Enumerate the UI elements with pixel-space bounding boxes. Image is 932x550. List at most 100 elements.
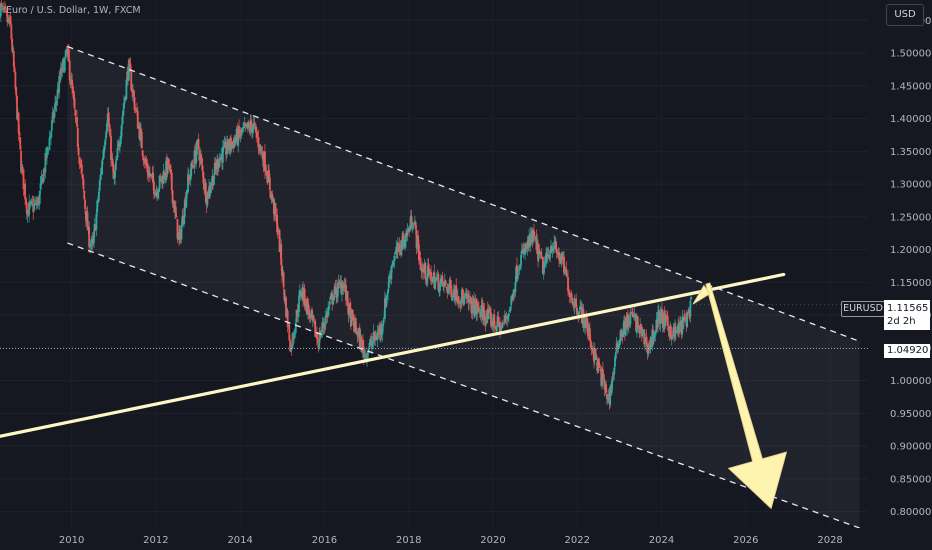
candle-body bbox=[247, 124, 250, 126]
channel-upper-line[interactable] bbox=[67, 45, 860, 342]
candle-body bbox=[667, 326, 670, 330]
candle-body bbox=[276, 214, 279, 233]
candle-body bbox=[439, 282, 441, 292]
marked-level-tag: 1.04920 bbox=[884, 344, 930, 358]
candle-body bbox=[10, 24, 13, 40]
candle-body bbox=[390, 266, 393, 280]
candle-body bbox=[74, 109, 77, 116]
candle-body bbox=[17, 112, 20, 134]
candle-body bbox=[504, 315, 507, 318]
candle-body bbox=[671, 335, 674, 340]
candle-body bbox=[349, 304, 351, 310]
candle-body bbox=[163, 172, 166, 178]
candle-body bbox=[200, 158, 203, 164]
candle-body bbox=[689, 300, 692, 317]
candle-body bbox=[119, 143, 121, 147]
candle-body bbox=[5, 10, 8, 14]
candle-body bbox=[63, 57, 66, 72]
candle-body bbox=[174, 206, 177, 216]
candle-body bbox=[213, 176, 215, 185]
candle-body bbox=[96, 200, 99, 213]
candle-body bbox=[127, 59, 130, 81]
candle-body bbox=[455, 285, 458, 298]
candle-body bbox=[171, 190, 174, 204]
candle-body bbox=[298, 295, 300, 313]
candle-body bbox=[533, 230, 535, 237]
candle-body bbox=[418, 244, 420, 261]
chart-title: Euro / U.S. Dollar, 1W, FXCM bbox=[6, 5, 141, 16]
candle-body bbox=[12, 51, 15, 67]
x-tick-label: 2010 bbox=[59, 535, 84, 546]
candle-body bbox=[223, 142, 226, 148]
candle-body bbox=[333, 285, 336, 295]
candle-body bbox=[9, 16, 12, 24]
candle-body bbox=[200, 155, 202, 159]
candle-body bbox=[217, 159, 219, 169]
candle-body bbox=[393, 255, 396, 261]
candle-body bbox=[166, 158, 169, 174]
candle-body bbox=[495, 325, 498, 332]
candle-body bbox=[104, 139, 107, 146]
candle-body bbox=[68, 60, 71, 81]
candle-body bbox=[187, 176, 190, 178]
candle-body bbox=[4, 6, 7, 11]
candle-body bbox=[657, 311, 659, 328]
forecast-down-arrow[interactable] bbox=[705, 282, 788, 510]
candle-body bbox=[311, 309, 313, 319]
candle-body bbox=[576, 308, 578, 315]
candle-body bbox=[429, 269, 432, 271]
time-scale[interactable] bbox=[0, 528, 932, 550]
candle-body bbox=[119, 135, 122, 144]
y-tick-label: 0.95000 bbox=[890, 409, 931, 420]
currency-button[interactable]: USD bbox=[886, 4, 924, 26]
price-scale[interactable] bbox=[868, 0, 932, 550]
candle-body bbox=[29, 201, 32, 205]
candle-body bbox=[610, 380, 613, 393]
candle-body bbox=[33, 202, 36, 206]
candle-body bbox=[71, 79, 74, 89]
support-trendline[interactable] bbox=[0, 272, 786, 438]
candle-body bbox=[19, 137, 22, 150]
candle-body bbox=[354, 318, 357, 329]
y-tick-label: 1.25000 bbox=[890, 212, 931, 223]
candle-body bbox=[191, 164, 193, 167]
candle-body bbox=[518, 269, 521, 270]
candle-body bbox=[554, 241, 557, 250]
candle-body bbox=[422, 267, 424, 269]
candle-body bbox=[268, 177, 271, 191]
channel-lower-line[interactable] bbox=[67, 242, 860, 529]
candle-body bbox=[208, 186, 210, 198]
candle-body bbox=[80, 164, 83, 173]
candle-body bbox=[143, 161, 146, 163]
candle-body bbox=[191, 165, 194, 167]
x-tick-label: 2022 bbox=[565, 535, 590, 546]
candle-body bbox=[14, 72, 17, 89]
candle-body bbox=[516, 271, 519, 280]
candle-body bbox=[366, 352, 368, 361]
candle-body bbox=[167, 158, 170, 166]
candle-body bbox=[682, 316, 685, 323]
candle-body bbox=[102, 148, 105, 159]
candle-body bbox=[281, 266, 283, 276]
candle-body bbox=[157, 188, 160, 193]
candle-body bbox=[565, 269, 568, 276]
y-tick-label: 1.30000 bbox=[890, 180, 931, 191]
candle-body bbox=[612, 374, 615, 377]
candle-body bbox=[543, 262, 546, 269]
candle-body bbox=[555, 248, 558, 254]
candle-body bbox=[123, 97, 126, 103]
candle-body bbox=[186, 190, 189, 195]
candle-body bbox=[385, 295, 388, 307]
candle-body bbox=[243, 126, 245, 129]
candle-body bbox=[533, 238, 536, 240]
candle-body bbox=[44, 152, 47, 173]
candle-body bbox=[589, 340, 592, 348]
candle-body bbox=[11, 39, 14, 52]
candle-body bbox=[392, 262, 395, 264]
candle-body bbox=[391, 265, 394, 267]
candle-body bbox=[627, 314, 629, 327]
candle-body bbox=[307, 305, 310, 314]
candle-body bbox=[196, 140, 198, 155]
